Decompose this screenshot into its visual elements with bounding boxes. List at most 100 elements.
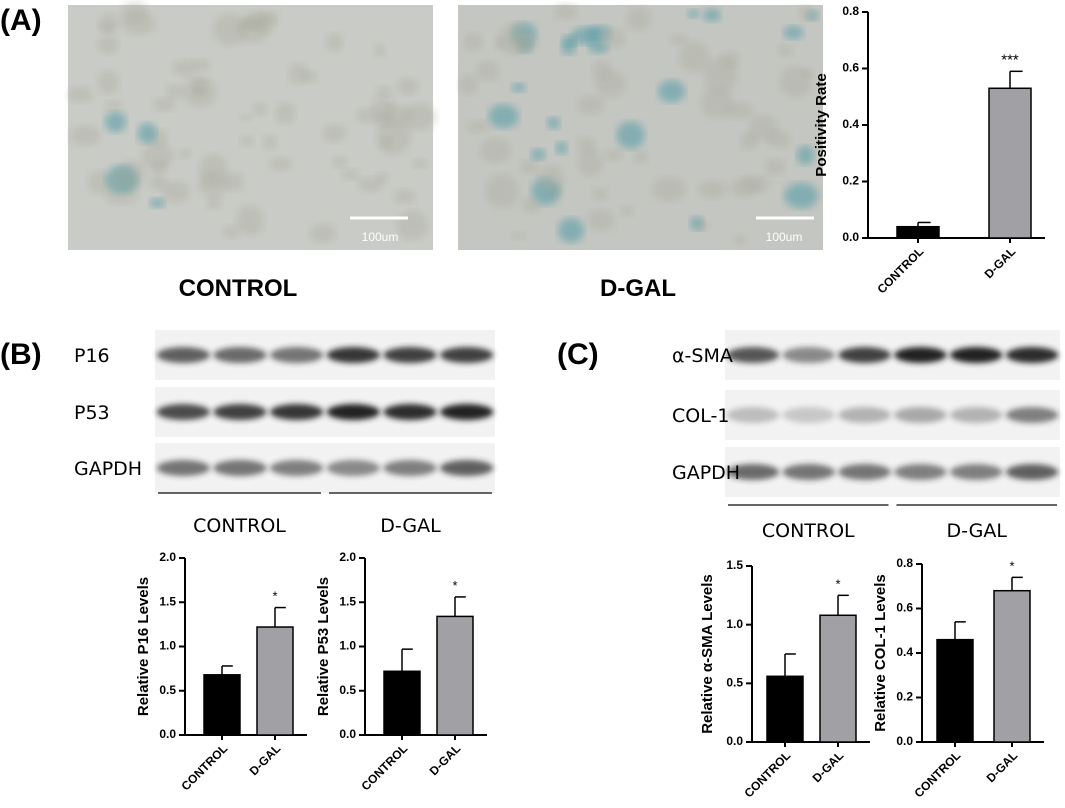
cell: [373, 43, 386, 58]
band: [782, 464, 835, 480]
cell: [625, 6, 652, 31]
y-tick-label: 0.5: [159, 683, 176, 697]
band: [726, 347, 780, 363]
image-caption: D-GAL: [600, 275, 676, 302]
cell: [507, 33, 540, 53]
band: [894, 464, 947, 480]
cell: [148, 173, 168, 191]
cell: [577, 95, 605, 115]
band: [326, 347, 380, 363]
cell: [571, 27, 600, 46]
band: [383, 404, 437, 420]
cell: [97, 70, 120, 95]
y-tick-label: 0.6: [842, 61, 859, 75]
x-tick-label: D-GAL: [427, 741, 464, 778]
significance: *: [272, 589, 277, 604]
group-label: D-GAL: [380, 515, 441, 537]
y-tick-label: 1.5: [726, 558, 743, 572]
blot-label: GAPDH: [672, 462, 740, 484]
scale-label: 100um: [766, 230, 803, 244]
band: [782, 407, 835, 423]
x-tick-label: CONTROL: [912, 748, 964, 800]
band: [213, 460, 267, 476]
cell: [521, 196, 541, 214]
x-tick-label: D-GAL: [982, 244, 1019, 281]
bar: [993, 589, 1031, 743]
cell: [206, 196, 223, 210]
cell: [678, 40, 710, 73]
cell: [332, 155, 348, 169]
blots: P16 P53 GAPDH CONTROL D-GAL α-SMA COL-1 GAPDH CO…: [74, 330, 1060, 542]
cell: [87, 170, 111, 195]
cell: [375, 85, 394, 97]
panel-label: (C): [557, 338, 599, 371]
band: [726, 464, 780, 480]
cell: [687, 9, 700, 19]
blot-strip: [155, 443, 495, 493]
cell: [557, 217, 585, 243]
band: [440, 460, 494, 476]
cell: [783, 25, 804, 40]
band: [270, 347, 324, 363]
cell: [511, 231, 526, 241]
bar: [436, 615, 474, 736]
bar: [896, 225, 940, 239]
cell: [586, 208, 616, 232]
y-tick-label: 2.0: [339, 550, 356, 564]
cell: [796, 145, 815, 165]
cell: [747, 114, 780, 142]
band: [440, 404, 494, 420]
band: [270, 404, 324, 420]
cell: [555, 141, 568, 155]
cell: [212, 12, 248, 46]
cell: [172, 59, 197, 77]
band: [156, 404, 210, 420]
y-tick-label: 0.5: [339, 683, 356, 697]
y-tick-label: 0.0: [339, 727, 356, 741]
cell: [475, 60, 500, 82]
cell: [798, 5, 813, 21]
panel-label: (A): [0, 4, 42, 37]
cell: [274, 102, 296, 125]
significance: *: [452, 578, 457, 593]
bar: [256, 626, 294, 736]
cell: [658, 80, 686, 103]
y-tick-label: 0.0: [159, 727, 176, 741]
bar: [819, 614, 857, 743]
cell: [411, 158, 428, 169]
y-tick-label: 0.5: [726, 676, 743, 690]
cell: [393, 188, 416, 205]
cell: [651, 176, 687, 202]
cell: [511, 82, 527, 93]
panel-label: (B): [0, 338, 42, 371]
cell: [222, 224, 240, 240]
cell: [288, 62, 309, 85]
band: [440, 347, 494, 363]
cell: [379, 136, 394, 149]
cell: [67, 86, 94, 104]
blot-label: GAPDH: [74, 458, 142, 480]
y-axis-label: Relative P16 Levels: [135, 577, 152, 716]
cell: [616, 121, 645, 149]
cell: [165, 83, 184, 99]
y-tick-label: 0.4: [842, 117, 859, 131]
cell: [178, 148, 192, 159]
band: [326, 404, 380, 420]
band: [383, 460, 437, 476]
cell: [728, 177, 761, 198]
cell: [309, 222, 336, 244]
bar: [988, 87, 1032, 239]
cell: [546, 116, 561, 130]
cell: [268, 156, 293, 172]
x-tick-label: CONTROL: [875, 244, 927, 296]
band: [156, 347, 210, 363]
cell: [235, 205, 265, 236]
band: [326, 460, 380, 476]
band: [1005, 347, 1059, 363]
cell: [162, 179, 191, 204]
cell: [669, 33, 688, 46]
x-tick-label: CONTROL: [742, 748, 794, 800]
y-tick-label: 1.5: [159, 594, 176, 608]
band: [383, 347, 437, 363]
